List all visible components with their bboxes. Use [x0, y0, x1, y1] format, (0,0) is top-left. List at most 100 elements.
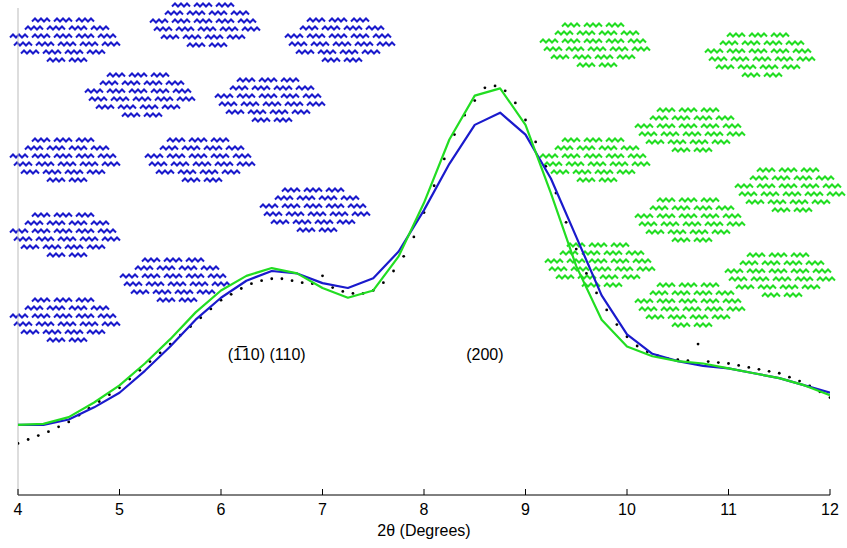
molecule — [175, 291, 193, 294]
molecule — [76, 19, 94, 22]
molecule — [679, 300, 697, 303]
molecule — [91, 147, 109, 150]
molecule-cluster — [120, 259, 230, 302]
molecule — [827, 193, 845, 196]
molecule — [794, 177, 812, 180]
molecule — [588, 163, 606, 166]
molecule — [584, 24, 602, 27]
molecule — [151, 90, 169, 93]
data-point — [798, 380, 801, 383]
molecule-cluster — [10, 214, 120, 257]
molecule — [560, 252, 578, 255]
molecule — [237, 79, 255, 82]
molecule — [219, 103, 237, 106]
molecule — [373, 35, 391, 38]
molecule — [322, 59, 340, 62]
molecule-cluster — [540, 139, 650, 182]
x-tick-label: 5 — [115, 501, 124, 518]
molecule — [47, 147, 65, 150]
molecule — [817, 278, 835, 281]
molecule — [329, 19, 347, 22]
molecule — [14, 323, 32, 326]
molecule — [120, 275, 138, 278]
molecule — [599, 147, 617, 150]
data-point — [473, 99, 476, 102]
molecule — [32, 214, 50, 217]
molecule — [215, 163, 233, 166]
molecule — [154, 28, 172, 31]
molecule — [211, 139, 229, 142]
molecule — [326, 205, 344, 208]
molecule — [65, 171, 83, 174]
molecule — [274, 87, 292, 90]
molecule — [797, 58, 815, 61]
data-point — [707, 360, 710, 363]
molecule — [32, 155, 50, 158]
molecule — [58, 43, 76, 46]
molecule — [694, 239, 712, 242]
molecule-cluster — [10, 19, 120, 62]
fit-curve — [18, 88, 830, 425]
molecule — [802, 286, 820, 289]
molecule — [551, 171, 569, 174]
molecule — [716, 66, 734, 69]
molecule — [10, 155, 28, 158]
molecule — [166, 82, 184, 85]
molecule — [248, 111, 266, 114]
molecule — [32, 139, 50, 142]
molecule — [102, 163, 120, 166]
molecule — [683, 308, 701, 311]
molecule — [300, 27, 318, 30]
molecule — [736, 286, 754, 289]
molecule — [315, 221, 333, 224]
molecule — [604, 252, 622, 255]
data-point — [331, 286, 334, 289]
molecule — [259, 79, 277, 82]
molecule — [595, 56, 613, 59]
molecule — [611, 260, 629, 263]
molecule — [584, 139, 602, 142]
molecule — [292, 111, 310, 114]
molecule-cluster — [10, 299, 120, 342]
molecule — [293, 221, 311, 224]
molecule — [351, 35, 369, 38]
molecule — [813, 270, 831, 273]
data-point — [727, 362, 730, 365]
molecule — [690, 231, 708, 234]
molecule — [165, 12, 183, 15]
molecule — [14, 238, 32, 241]
molecule — [122, 114, 140, 117]
molecule — [668, 231, 686, 234]
molecule — [204, 179, 222, 182]
molecule — [742, 74, 760, 77]
molecule — [226, 111, 244, 114]
molecule — [14, 43, 32, 46]
molecule — [173, 90, 191, 93]
data-point — [301, 281, 304, 284]
molecule — [768, 201, 786, 204]
molecule — [577, 32, 595, 35]
molecule — [668, 141, 686, 144]
molecule — [683, 133, 701, 136]
molecule — [326, 189, 344, 192]
molecule — [635, 300, 653, 303]
molecule — [43, 51, 61, 54]
molecule — [337, 221, 355, 224]
molecule — [176, 28, 194, 31]
plot-area — [18, 85, 830, 445]
molecule — [735, 185, 753, 188]
molecule — [286, 213, 304, 216]
molecule — [725, 270, 743, 273]
molecule — [694, 207, 712, 210]
molecule — [801, 185, 819, 188]
molecule — [157, 299, 175, 302]
molecule — [549, 268, 567, 271]
data-point — [291, 279, 294, 282]
molecule — [621, 147, 639, 150]
molecule — [723, 215, 741, 218]
molecule — [233, 155, 251, 158]
molecule — [727, 223, 745, 226]
molecule — [790, 201, 808, 204]
molecule-cluster — [150, 4, 260, 47]
molecule — [85, 90, 103, 93]
